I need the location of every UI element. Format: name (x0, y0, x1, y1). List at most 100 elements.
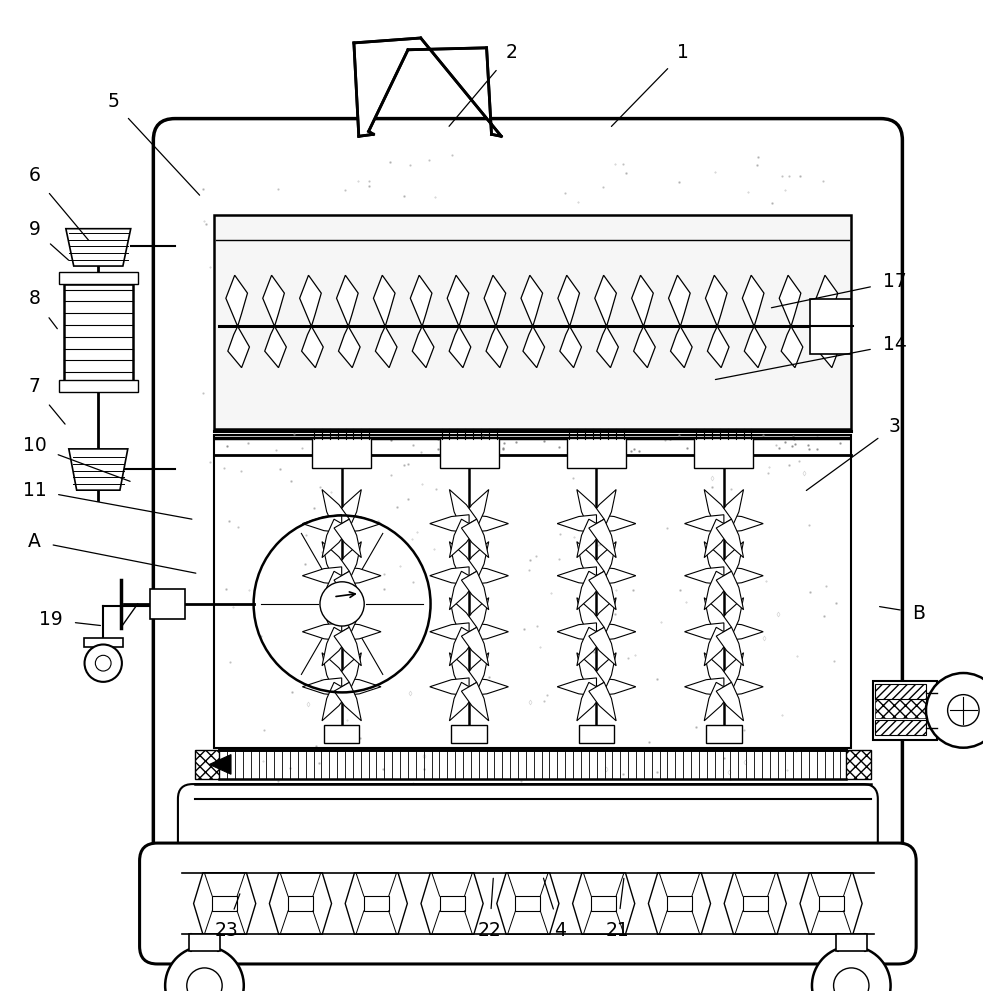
Polygon shape (303, 567, 342, 585)
Polygon shape (723, 678, 763, 696)
Text: 11: 11 (23, 481, 192, 519)
Polygon shape (684, 623, 723, 641)
Polygon shape (597, 567, 636, 585)
Polygon shape (449, 519, 477, 558)
Polygon shape (264, 326, 286, 368)
Bar (873, 681, 937, 740)
Polygon shape (430, 515, 469, 532)
Polygon shape (461, 519, 489, 558)
Bar (810, 299, 851, 354)
Text: 23: 23 (214, 894, 240, 940)
Bar (64, 284, 133, 382)
Text: 4: 4 (544, 878, 566, 940)
Polygon shape (589, 627, 616, 666)
Polygon shape (461, 490, 489, 528)
Polygon shape (589, 682, 616, 721)
Polygon shape (374, 275, 395, 326)
Polygon shape (708, 326, 729, 368)
Polygon shape (376, 326, 397, 368)
Polygon shape (469, 623, 508, 641)
Polygon shape (577, 627, 605, 666)
Polygon shape (684, 567, 723, 585)
Polygon shape (449, 571, 477, 610)
Polygon shape (461, 598, 489, 636)
Polygon shape (597, 678, 636, 696)
Polygon shape (334, 519, 362, 558)
Polygon shape (632, 275, 654, 326)
Polygon shape (577, 571, 605, 610)
Bar (214, 435, 851, 748)
Bar (84, 638, 123, 647)
Polygon shape (717, 627, 743, 666)
Polygon shape (484, 275, 505, 326)
Polygon shape (209, 755, 231, 774)
Polygon shape (595, 275, 616, 326)
Bar (214, 215, 851, 429)
Text: 19: 19 (39, 610, 100, 629)
Polygon shape (818, 326, 839, 368)
Polygon shape (342, 567, 381, 585)
Polygon shape (597, 326, 618, 368)
Polygon shape (342, 515, 381, 532)
Polygon shape (449, 326, 471, 368)
Polygon shape (449, 542, 477, 580)
Bar (875, 720, 926, 735)
Polygon shape (334, 542, 362, 580)
Polygon shape (557, 678, 597, 696)
Polygon shape (577, 653, 605, 691)
Text: A: A (28, 532, 196, 573)
Polygon shape (521, 275, 543, 326)
Polygon shape (322, 490, 349, 528)
Polygon shape (302, 326, 323, 368)
Bar (439, 896, 465, 911)
Bar (591, 896, 616, 911)
Polygon shape (486, 326, 507, 368)
Polygon shape (577, 598, 605, 636)
Polygon shape (449, 682, 477, 721)
Bar (288, 896, 313, 911)
Polygon shape (228, 326, 250, 368)
Circle shape (812, 946, 891, 1000)
Polygon shape (717, 598, 743, 636)
Text: 14: 14 (716, 335, 906, 380)
Polygon shape (704, 627, 731, 666)
Polygon shape (334, 490, 362, 528)
Bar (743, 896, 768, 911)
Polygon shape (334, 682, 362, 721)
Polygon shape (447, 275, 469, 326)
Text: 17: 17 (772, 272, 906, 308)
Bar (313, 438, 372, 468)
Polygon shape (334, 653, 362, 691)
Polygon shape (338, 326, 360, 368)
Bar (59, 380, 138, 392)
FancyBboxPatch shape (153, 119, 902, 887)
Polygon shape (410, 275, 432, 326)
Bar (324, 725, 360, 743)
Polygon shape (334, 598, 362, 636)
Polygon shape (461, 653, 489, 691)
Polygon shape (412, 326, 434, 368)
Polygon shape (336, 275, 358, 326)
Polygon shape (557, 567, 597, 585)
Text: B: B (880, 604, 926, 623)
Text: 8: 8 (29, 289, 57, 329)
Circle shape (926, 673, 983, 748)
FancyBboxPatch shape (140, 843, 916, 964)
Polygon shape (717, 542, 743, 580)
Polygon shape (449, 627, 477, 666)
Polygon shape (589, 542, 616, 580)
Polygon shape (461, 627, 489, 666)
Circle shape (85, 645, 122, 682)
Polygon shape (66, 229, 131, 266)
Polygon shape (684, 678, 723, 696)
Polygon shape (781, 326, 803, 368)
Text: 22: 22 (478, 878, 501, 940)
Bar (364, 896, 388, 911)
Polygon shape (523, 326, 545, 368)
Polygon shape (322, 627, 349, 666)
Polygon shape (461, 682, 489, 721)
Polygon shape (322, 542, 349, 580)
Polygon shape (322, 653, 349, 691)
Polygon shape (322, 519, 349, 558)
Polygon shape (322, 571, 349, 610)
